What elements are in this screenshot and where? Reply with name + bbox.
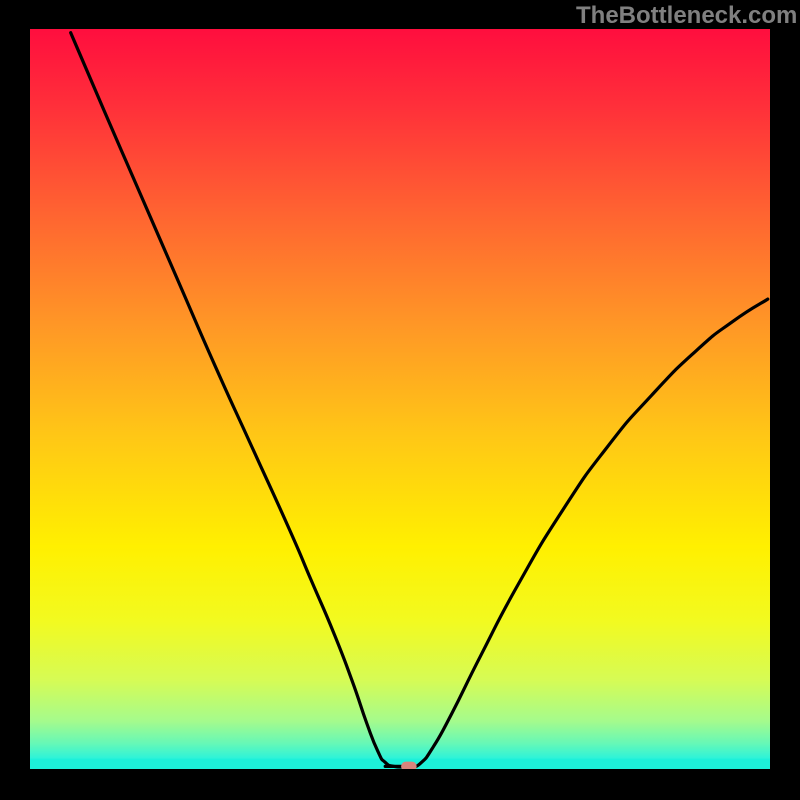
- gradient-background: [30, 29, 770, 769]
- watermark-text: TheBottleneck.com: [576, 2, 797, 30]
- optimum-marker: [401, 762, 417, 769]
- bottleneck-chart: [30, 29, 770, 769]
